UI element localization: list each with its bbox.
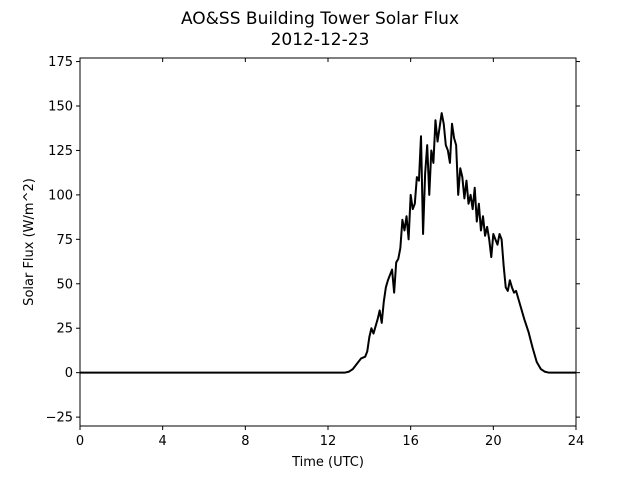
chart-subtitle: 2012-12-23 (271, 30, 370, 50)
x-tick-label: 16 (402, 434, 419, 449)
x-axis: 0 4 8 12 16 20 24 (76, 58, 584, 449)
y-tick-label: 50 (56, 277, 73, 292)
x-tick-label: 24 (568, 434, 585, 449)
y-axis-label: Solar Flux (W/m^2) (22, 178, 37, 306)
x-tick-label: 12 (320, 434, 337, 449)
y-tick-label: 0 (65, 366, 73, 381)
y-axis: −25 0 25 50 75 100 125 150 175 (46, 55, 580, 426)
y-tick-label: 150 (48, 100, 73, 115)
series-line-0 (80, 112, 576, 374)
chart-title: AO&SS Building Tower Solar Flux (181, 9, 459, 29)
x-axis-label: Time (UTC) (291, 455, 364, 470)
y-tick-label: −25 (46, 411, 73, 426)
x-tick-label: 0 (76, 434, 84, 449)
y-tick-label: 75 (56, 233, 73, 248)
x-tick-label: 4 (159, 434, 167, 449)
y-tick-label: 175 (48, 55, 73, 70)
x-tick-label: 8 (241, 434, 249, 449)
y-tick-label: 100 (48, 188, 73, 203)
y-tick-label: 125 (48, 144, 73, 159)
x-tick-label: 20 (485, 434, 502, 449)
plot-area (80, 112, 576, 374)
y-tick-label: 25 (56, 322, 73, 337)
